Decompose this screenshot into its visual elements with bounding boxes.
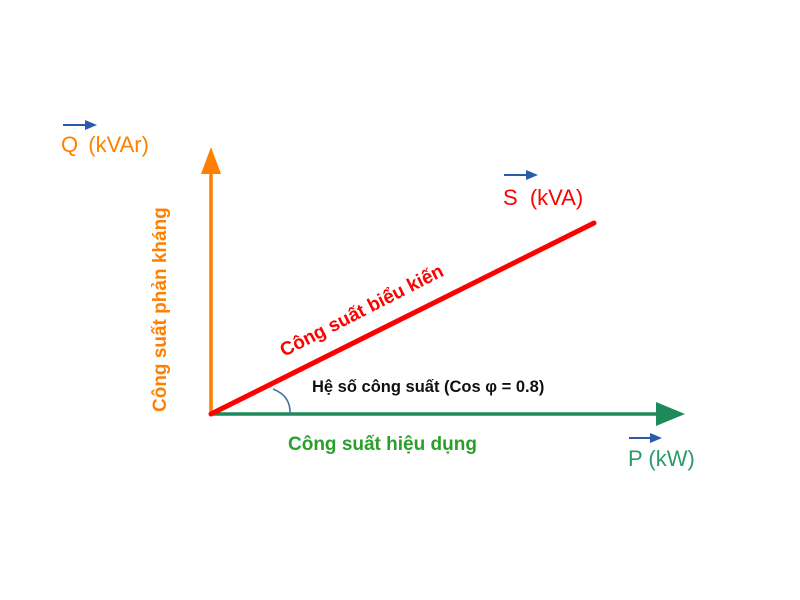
active-power-description: Công suất hiệu dụng xyxy=(288,434,477,455)
p-axis-arrow xyxy=(211,402,685,426)
s-symbol: S xyxy=(503,185,518,210)
q-axis-arrow xyxy=(201,147,221,414)
p-vector-arrowhead-icon xyxy=(650,433,662,443)
angle-phi-arc xyxy=(272,388,291,415)
s-unit: (kVA) xyxy=(530,185,583,210)
s-vector-line xyxy=(208,220,597,417)
p-axis-label: P (kW) xyxy=(628,433,695,471)
svg-text:Q (kVAr): Q (kVAr) xyxy=(61,132,149,157)
q-axis-label: Q (kVAr) xyxy=(61,120,149,157)
p-symbol: P xyxy=(628,446,642,471)
svg-text:P (kW): P (kW) xyxy=(628,446,695,471)
q-unit: (kVAr) xyxy=(88,132,149,157)
svg-text:S (kVA): S (kVA) xyxy=(503,185,583,210)
reactive-power-description: Công suất phản kháng xyxy=(150,207,171,412)
power-factor-label: Hệ số công suất (Cos φ = 0.8) xyxy=(312,378,544,396)
q-symbol: Q xyxy=(61,132,78,157)
s-vector-label: S (kVA) xyxy=(503,170,583,210)
p-unit: (kW) xyxy=(648,446,694,471)
s-vector-arrowhead-icon xyxy=(526,170,538,180)
q-vector-arrowhead-icon xyxy=(85,120,97,130)
